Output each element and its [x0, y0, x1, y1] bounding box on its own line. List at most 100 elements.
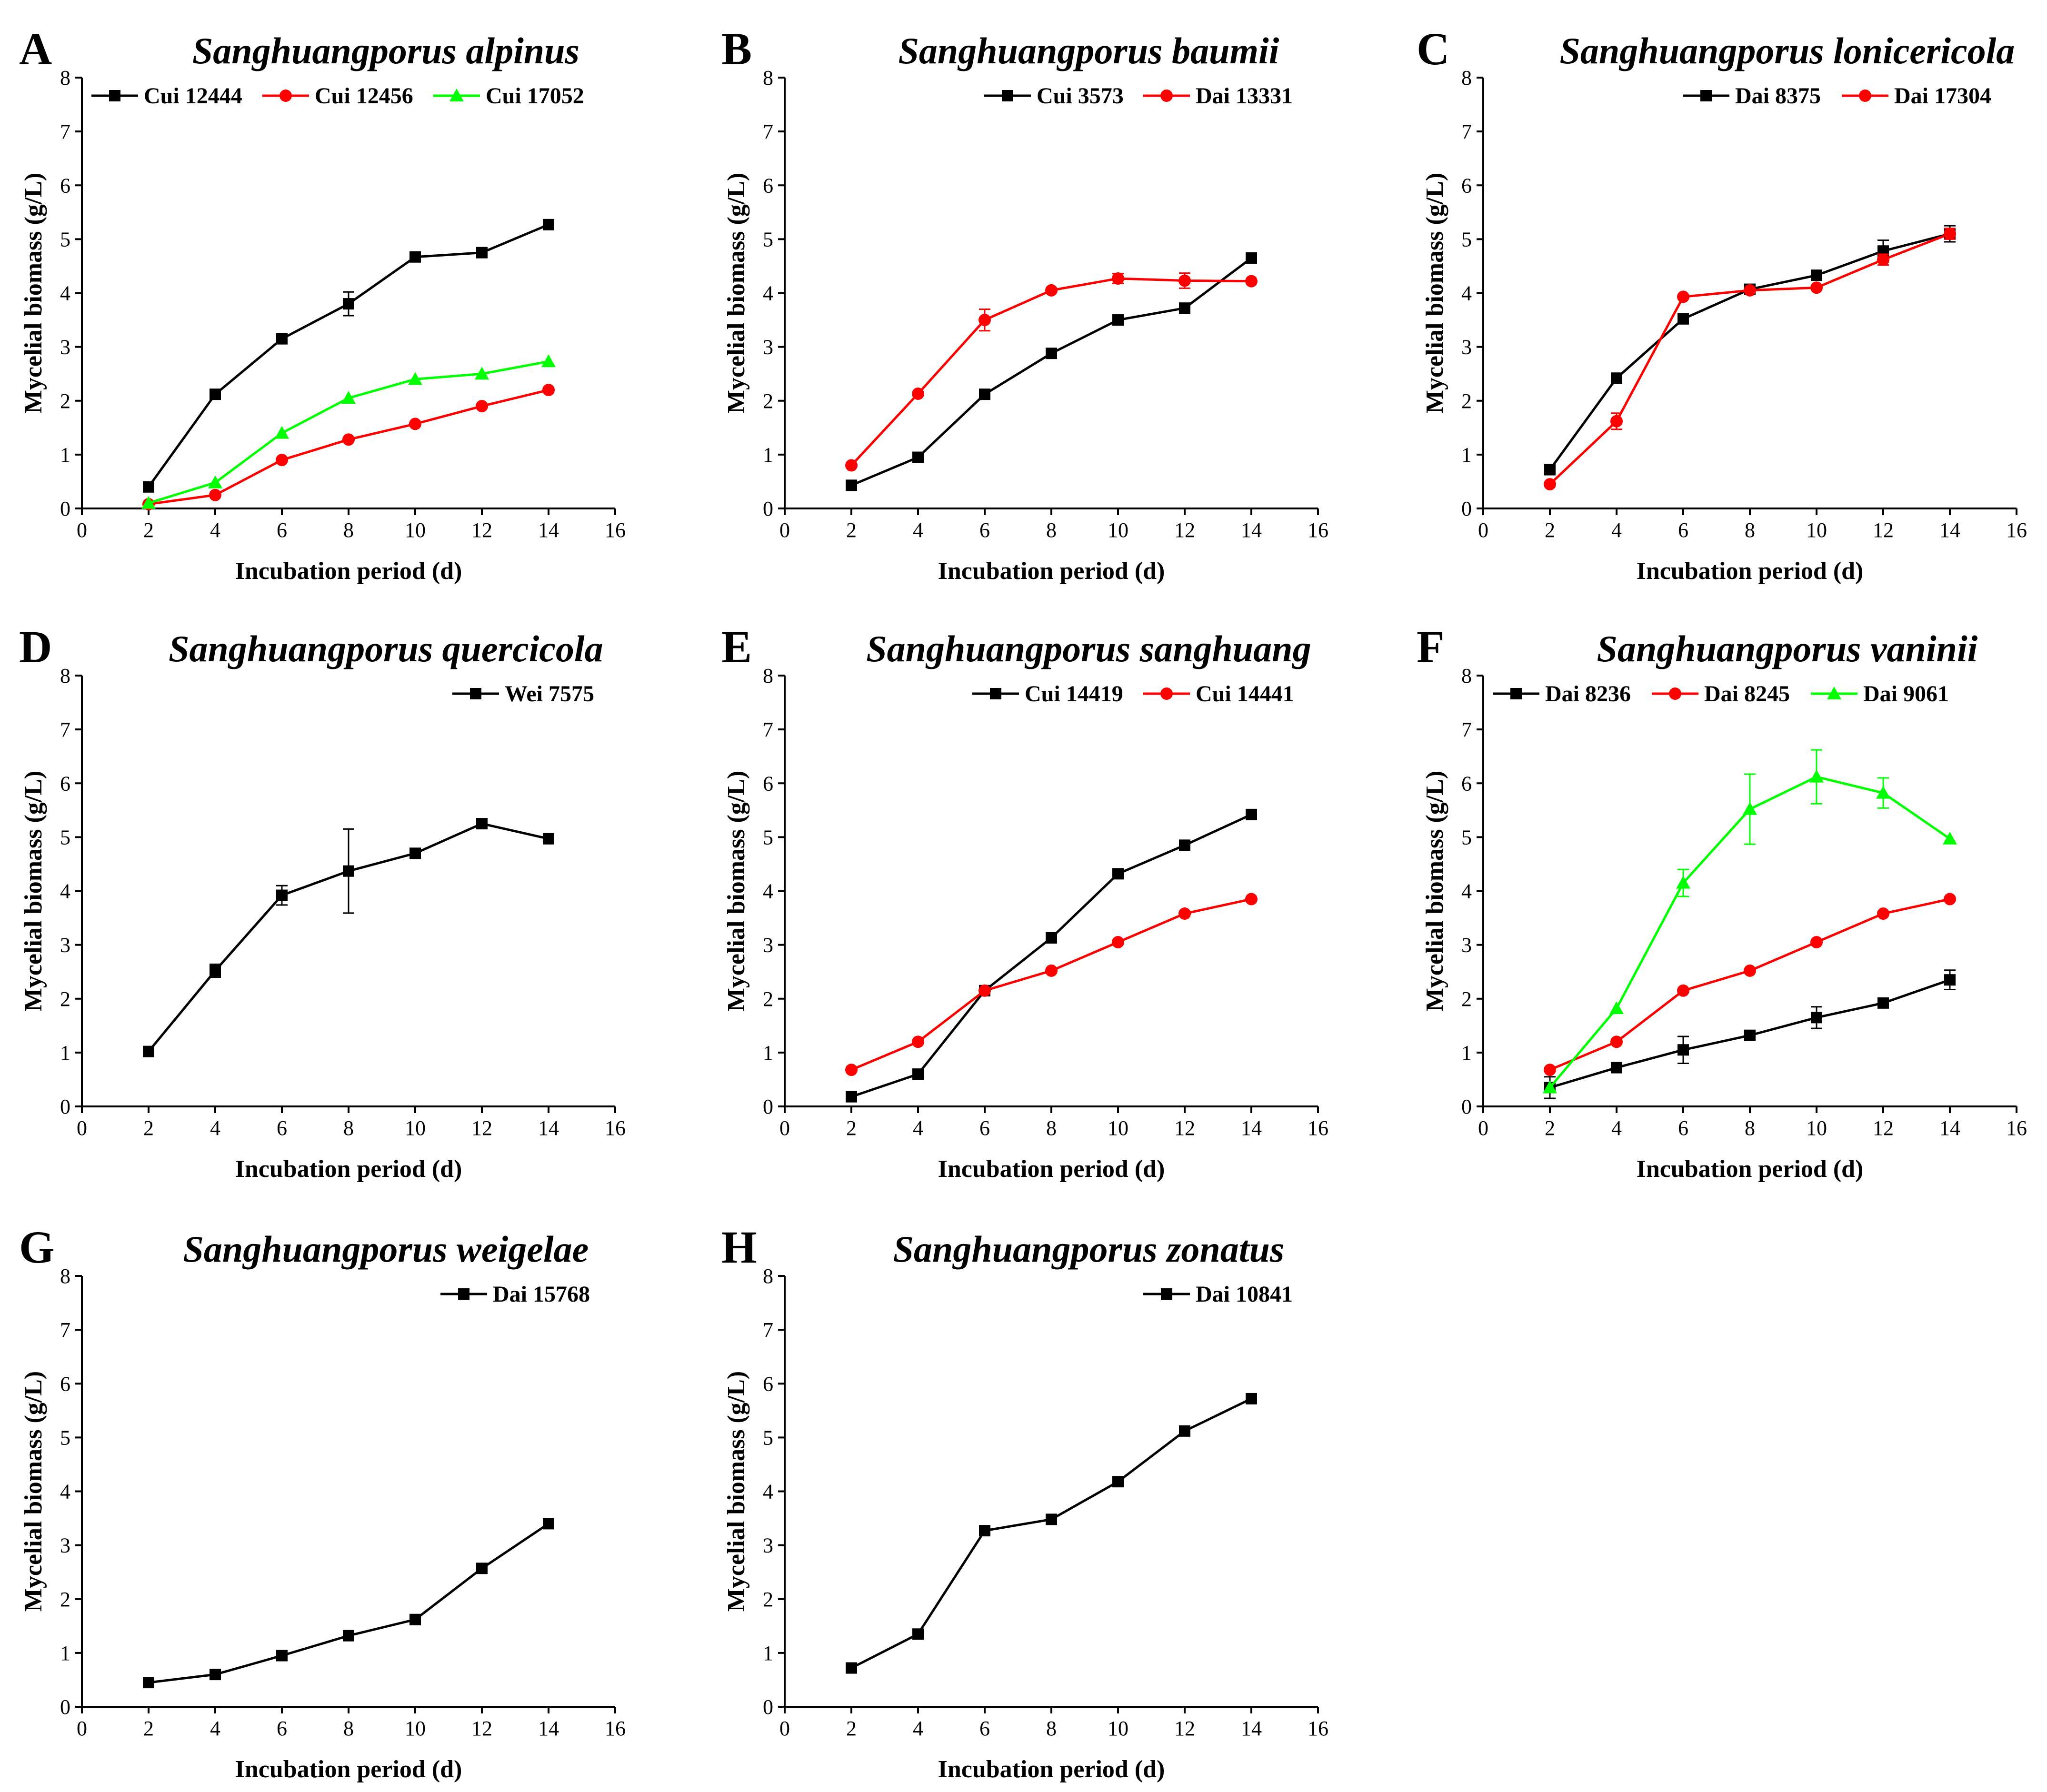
data-point	[912, 1628, 924, 1640]
x-tick-label: 14	[1241, 1116, 1262, 1140]
data-point	[1743, 802, 1757, 815]
data-point	[476, 400, 488, 413]
legend: Dai 15768	[440, 1282, 590, 1307]
data-point	[1179, 302, 1190, 314]
data-point	[1246, 252, 1257, 264]
x-tick-label: 14	[538, 1717, 559, 1740]
series-line	[1548, 232, 1950, 471]
x-tick-label: 0	[779, 518, 790, 542]
data-point	[1045, 964, 1058, 977]
x-tick-label: 0	[779, 1717, 790, 1740]
y-tick-label: 4	[60, 1480, 70, 1503]
x-tick-label: 8	[1745, 1116, 1755, 1140]
data-point	[1827, 687, 1841, 699]
x-tick-label: 16	[1308, 1717, 1328, 1740]
y-tick-label: 4	[763, 282, 773, 305]
data-point	[276, 333, 288, 345]
legend-entry: Cui 14441	[1143, 681, 1294, 707]
data-point	[1810, 936, 1823, 948]
data-point	[1161, 1288, 1172, 1300]
series-line	[148, 360, 549, 505]
legend-label: Dai 17304	[1894, 83, 1991, 109]
y-tick-label: 8	[60, 1264, 70, 1288]
x-tick-label: 16	[1308, 518, 1328, 542]
y-tick-label: 0	[60, 497, 70, 520]
data-point	[846, 479, 857, 491]
data-point	[1046, 1513, 1057, 1525]
data-point	[476, 1563, 488, 1574]
data-point	[1046, 348, 1057, 359]
x-tick-label: 4	[210, 1717, 220, 1740]
y-tick-label: 3	[60, 1534, 70, 1557]
data-point	[1178, 907, 1191, 920]
data-point	[210, 388, 221, 400]
data-point	[912, 1068, 924, 1080]
y-tick-label: 7	[763, 718, 773, 741]
y-tick-label: 5	[60, 826, 70, 849]
x-tick-label: 8	[1046, 1116, 1057, 1140]
y-tick-label: 1	[763, 1041, 773, 1065]
data-point	[475, 367, 489, 380]
x-tick-label: 10	[1806, 1116, 1827, 1140]
panel-title: Sanghuangporus zonatus	[893, 1228, 1285, 1270]
legend-entry: Dai 17304	[1842, 83, 1991, 109]
x-tick-label: 10	[1108, 1717, 1128, 1740]
y-tick-label: 7	[60, 120, 70, 143]
data-point	[1611, 372, 1622, 384]
data-point	[1246, 1393, 1257, 1404]
x-tick-label: 8	[343, 1717, 354, 1740]
x-tick-label: 10	[405, 518, 426, 542]
x-tick-label: 6	[277, 1717, 287, 1740]
y-tick-label: 4	[60, 880, 70, 903]
x-tick-label: 4	[913, 518, 923, 542]
series-cui-17052	[141, 354, 556, 509]
legend-label: Dai 8245	[1704, 681, 1790, 707]
panel-letter: B	[721, 23, 752, 74]
x-tick-label: 12	[1174, 1116, 1195, 1140]
x-tick-label: 14	[538, 518, 559, 542]
data-point	[1610, 1035, 1623, 1048]
x-tick-label: 4	[1611, 518, 1622, 542]
y-tick-label: 4	[763, 880, 773, 903]
y-tick-label: 6	[763, 1372, 773, 1395]
x-tick-label: 16	[1308, 1116, 1328, 1140]
x-tick-label: 16	[605, 1717, 626, 1740]
data-point	[1944, 974, 1956, 986]
data-point	[1046, 932, 1057, 944]
series-line	[850, 277, 1252, 467]
x-axis-label: Incubation period (d)	[938, 558, 1165, 585]
data-point	[141, 496, 156, 509]
legend-entry: Dai 15768	[440, 1282, 590, 1307]
y-tick-label: 2	[763, 1588, 773, 1611]
legend-entry: Dai 8245	[1652, 681, 1790, 707]
panel-title: Sanghuangporus quercicola	[169, 628, 603, 669]
y-tick-label: 3	[60, 934, 70, 957]
data-point	[1112, 314, 1124, 326]
series-line	[148, 1523, 549, 1684]
x-tick-label: 0	[77, 518, 87, 542]
y-tick-label: 0	[1461, 1095, 1472, 1118]
series-wei-7575	[143, 818, 554, 1057]
x-tick-label: 2	[143, 518, 154, 542]
x-tick-label: 6	[979, 518, 990, 542]
data-point	[208, 475, 222, 488]
data-point	[210, 965, 221, 976]
y-tick-label: 6	[60, 174, 70, 197]
data-point	[1543, 1080, 1557, 1094]
x-axis-label: Incubation period (d)	[235, 1155, 462, 1183]
data-point	[1877, 997, 1889, 1009]
y-tick-label: 0	[1461, 497, 1472, 520]
data-point	[1160, 687, 1173, 700]
data-point	[1744, 964, 1756, 977]
data-point	[846, 1662, 857, 1674]
y-tick-label: 1	[60, 1642, 70, 1665]
panel-title: Sanghuangporus alpinus	[192, 30, 579, 71]
data-point	[209, 488, 221, 501]
x-tick-label: 6	[1678, 1116, 1688, 1140]
x-tick-label: 12	[1174, 1717, 1195, 1740]
series-cui-3573	[846, 252, 1257, 491]
y-tick-label: 1	[60, 1041, 70, 1065]
